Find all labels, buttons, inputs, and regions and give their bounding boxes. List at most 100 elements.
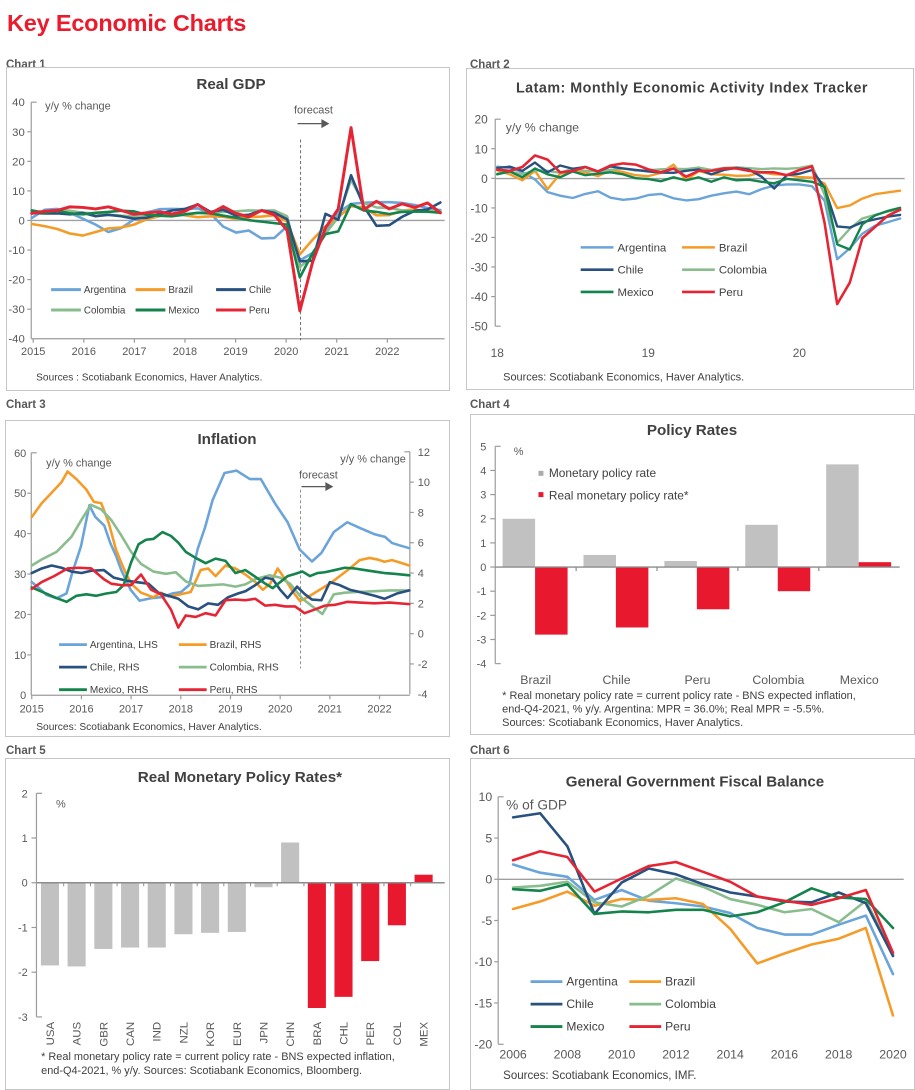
svg-text:2018: 2018 [169, 704, 193, 716]
svg-text:%: % [56, 799, 66, 811]
svg-text:10: 10 [479, 790, 493, 804]
svg-text:10: 10 [14, 650, 26, 662]
svg-text:2: 2 [22, 788, 28, 800]
svg-text:Brazil: Brazil [520, 673, 551, 687]
svg-text:Inflation: Inflation [197, 431, 256, 448]
svg-text:2020: 2020 [879, 1048, 907, 1062]
svg-text:-4: -4 [477, 659, 487, 671]
svg-text:2016: 2016 [771, 1048, 799, 1062]
svg-text:BRA: BRA [312, 1022, 324, 1046]
svg-text:2010: 2010 [608, 1048, 636, 1062]
svg-text:KOR: KOR [205, 1022, 217, 1047]
svg-text:10: 10 [418, 477, 430, 489]
svg-text:10: 10 [475, 142, 489, 156]
svg-text:0: 0 [22, 878, 28, 890]
svg-text:-50: -50 [471, 320, 489, 334]
svg-text:NZL: NZL [178, 1022, 190, 1044]
svg-text:20: 20 [475, 113, 489, 127]
svg-text:COL: COL [392, 1022, 404, 1046]
svg-text:0: 0 [20, 690, 26, 702]
svg-text:-3: -3 [477, 634, 487, 646]
svg-text:2017: 2017 [119, 704, 143, 716]
svg-text:2012: 2012 [662, 1048, 690, 1062]
svg-text:Peru, RHS: Peru, RHS [210, 685, 258, 696]
svg-text:-2: -2 [18, 967, 28, 979]
svg-text:end-Q4-2021, % y/y. Argentina:: end-Q4-2021, % y/y. Argentina: MPR = 36.… [502, 704, 824, 716]
svg-text:Brazil: Brazil [719, 242, 748, 254]
svg-text:-2: -2 [418, 659, 428, 671]
svg-text:5: 5 [485, 831, 492, 845]
svg-text:-20: -20 [474, 1038, 492, 1052]
svg-text:Brazil, RHS: Brazil, RHS [210, 640, 262, 651]
svg-text:2021: 2021 [325, 346, 349, 358]
svg-text:40: 40 [14, 529, 26, 541]
svg-text:2019: 2019 [223, 346, 247, 358]
svg-text:1: 1 [22, 833, 28, 845]
svg-text:Latam: Monthly Economic Activi: Latam: Monthly Economic Activity Index T… [516, 80, 868, 96]
svg-text:y/y % change: y/y % change [506, 121, 580, 135]
svg-text:-15: -15 [474, 996, 492, 1010]
svg-text:Colombia: Colombia [665, 997, 716, 1011]
svg-text:USA: USA [45, 1022, 57, 1046]
svg-text:30: 30 [12, 127, 25, 139]
svg-text:Sources: Scotiabank Economics,: Sources: Scotiabank Economics, Haver Ana… [503, 372, 744, 384]
svg-text:1: 1 [480, 538, 486, 550]
svg-text:General Government Fiscal Bala: General Government Fiscal Balance [566, 773, 824, 790]
svg-text:forecast: forecast [299, 470, 338, 482]
svg-text:Brazil: Brazil [665, 975, 695, 989]
svg-text:Chile: Chile [566, 997, 594, 1011]
svg-text:19: 19 [642, 346, 656, 360]
svg-text:JPN: JPN [258, 1022, 270, 1044]
svg-text:60: 60 [14, 448, 26, 460]
svg-text:-40: -40 [8, 334, 24, 346]
svg-text:-10: -10 [471, 201, 489, 215]
svg-text:CHL: CHL [338, 1022, 350, 1045]
svg-text:20: 20 [14, 609, 26, 621]
svg-text:2: 2 [480, 514, 486, 526]
svg-text:%: % [514, 446, 524, 458]
svg-text:PER: PER [365, 1022, 377, 1046]
svg-text:y/y % change: y/y % change [45, 101, 111, 113]
svg-text:Argentina: Argentina [566, 975, 618, 989]
svg-text:Chile: Chile [603, 673, 631, 687]
svg-text:2016: 2016 [69, 704, 93, 716]
svg-text:Argentina, LHS: Argentina, LHS [90, 640, 158, 651]
svg-text:Argentina: Argentina [617, 242, 666, 254]
svg-text:2020: 2020 [274, 346, 298, 358]
svg-text:2015: 2015 [21, 346, 45, 358]
svg-text:20: 20 [793, 346, 807, 360]
svg-text:-20: -20 [8, 275, 24, 287]
svg-text:-30: -30 [8, 304, 24, 316]
svg-text:0: 0 [418, 629, 424, 641]
svg-text:-5: -5 [481, 914, 492, 928]
svg-text:2018: 2018 [173, 346, 197, 358]
svg-text:2006: 2006 [499, 1048, 527, 1062]
svg-text:-3: -3 [18, 1012, 28, 1024]
svg-text:Brazil: Brazil [168, 285, 193, 296]
svg-text:Monetary policy rate: Monetary policy rate [549, 466, 657, 480]
svg-text:Mexico: Mexico [566, 1020, 604, 1034]
svg-text:forecast: forecast [294, 105, 333, 117]
svg-text:Chile: Chile [249, 285, 272, 296]
svg-text:4: 4 [418, 568, 424, 580]
svg-text:* Real monetary policy rate =: * Real monetary policy rate = current po… [41, 1051, 395, 1063]
svg-text:2014: 2014 [716, 1048, 744, 1062]
svg-text:Peru: Peru [719, 287, 743, 299]
svg-text:y/y % change: y/y % change [340, 454, 406, 466]
svg-text:Sources: Scotiabank Economics,: Sources: Scotiabank Economics, IMF. [503, 1070, 696, 1082]
svg-text:2019: 2019 [218, 704, 242, 716]
svg-text:% of GDP: % of GDP [506, 798, 567, 813]
svg-text:2020: 2020 [268, 704, 292, 716]
svg-text:y/y % change: y/y % change [46, 458, 112, 470]
svg-text:-30: -30 [471, 261, 489, 275]
svg-text:Colombia: Colombia [719, 265, 768, 277]
svg-text:CAN: CAN [125, 1022, 137, 1046]
svg-text:Colombia, RHS: Colombia, RHS [210, 663, 279, 674]
svg-text:0: 0 [18, 215, 24, 227]
svg-text:0: 0 [480, 562, 486, 574]
svg-text:Chile, RHS: Chile, RHS [90, 663, 140, 674]
svg-text:2021: 2021 [318, 704, 342, 716]
svg-text:-2: -2 [477, 610, 487, 622]
svg-text:0: 0 [485, 873, 492, 887]
svg-text:Sources: Scotiabank Economics,: Sources: Scotiabank Economics, Haver Ana… [36, 722, 261, 733]
